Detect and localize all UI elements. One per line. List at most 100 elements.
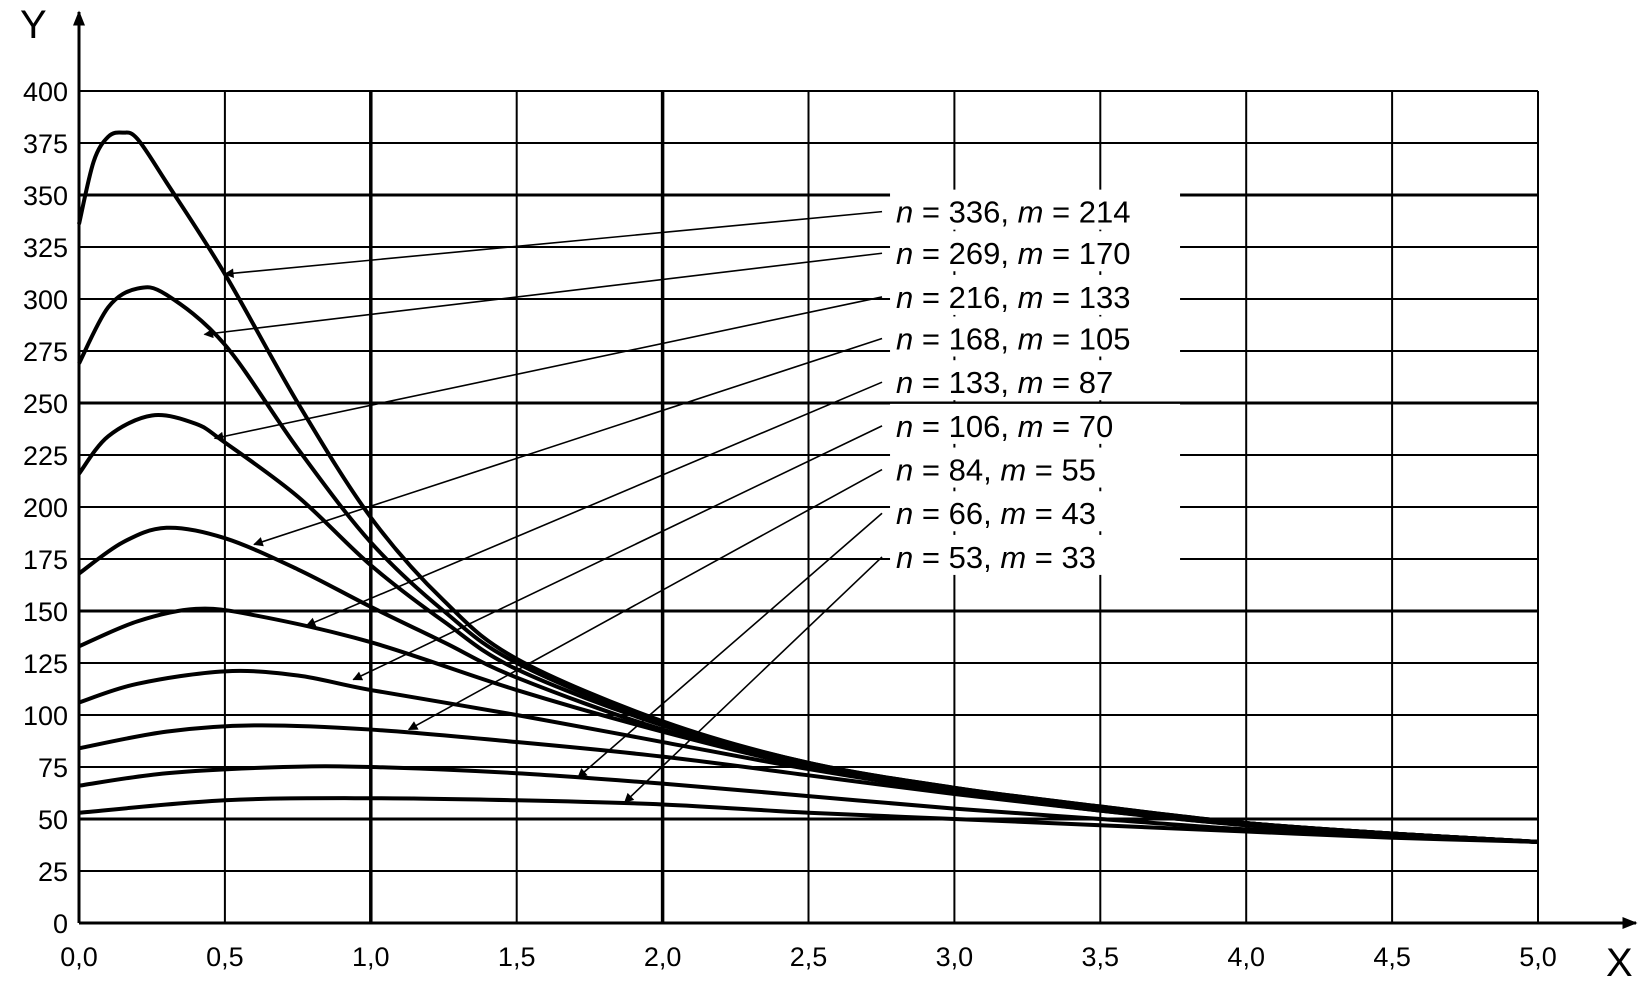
label-part: 269 [949, 236, 1001, 271]
label-part: = [913, 496, 948, 531]
label-part: n [896, 280, 913, 315]
series-curve-84 [78, 723, 1539, 844]
y-tick-label: 300 [23, 285, 68, 315]
label-part: = [913, 280, 948, 315]
y-tick-label: 175 [23, 545, 68, 575]
label-part: = [913, 365, 948, 400]
label-part: n [896, 322, 913, 357]
label-part: = [913, 322, 948, 357]
y-axis-label: Y [20, 3, 47, 47]
annotation-arrow [407, 468, 883, 731]
series-label: n = 336, m = 214 [896, 195, 1130, 230]
label-part: = [1043, 280, 1078, 315]
tick-labels: 0 25 50 75 100 125 150 175 200 225 250 275 300 325 350… [23, 77, 1557, 972]
annotation-arrow [223, 210, 883, 279]
x-tick-label: 4,5 [1373, 942, 1411, 972]
label-part: 87 [1079, 365, 1113, 400]
label-part: m [1000, 453, 1026, 488]
series-label: n = 269, m = 170 [896, 236, 1130, 271]
annotation-arrow [213, 296, 883, 442]
x-tick-label: 1,5 [498, 942, 536, 972]
label-part: n [896, 195, 913, 230]
y-tick-label: 250 [23, 389, 68, 419]
x-axis-label: X [1606, 941, 1633, 985]
x-tick-label: 4,0 [1227, 942, 1265, 972]
label-part: = [1026, 453, 1061, 488]
series-label: n = 216, m = 133 [896, 280, 1130, 315]
label-background [890, 316, 1181, 357]
y-tick-label: 275 [23, 337, 68, 367]
label-background [890, 534, 1181, 575]
label-part: 216 [949, 280, 1001, 315]
y-tick-label: 375 [23, 129, 68, 159]
series-label: n = 106, m = 70 [896, 409, 1113, 444]
label-background [890, 360, 1181, 401]
label-part: , [983, 453, 1000, 488]
label-part: n [896, 453, 913, 488]
y-tick-label: 350 [23, 181, 68, 211]
label-part: n [896, 540, 913, 575]
annotation-arrow [352, 425, 883, 681]
label-part: = [1026, 540, 1061, 575]
y-tick-label: 0 [53, 909, 68, 939]
label-part: m [1018, 236, 1044, 271]
label-part: n [896, 496, 913, 531]
label-part: m [1000, 496, 1026, 531]
label-part: = [913, 540, 948, 575]
series-label: n = 66, m = 43 [896, 496, 1096, 531]
label-part: , [1000, 365, 1017, 400]
annotation-arrow [623, 556, 883, 804]
label-part: , [983, 496, 1000, 531]
annotation-arrow [305, 381, 883, 627]
label-part: 84 [949, 453, 983, 488]
x-tick-label: 3,0 [936, 942, 974, 972]
label-background [890, 274, 1181, 315]
series-label: n = 168, m = 105 [896, 322, 1130, 357]
label-part: = [913, 195, 948, 230]
annotation-arrow [253, 337, 883, 547]
label-part: 133 [1079, 280, 1131, 315]
label-background [890, 189, 1181, 230]
label-part: n [896, 236, 913, 271]
label-part: , [1000, 236, 1017, 271]
label-part: = [1026, 496, 1061, 531]
label-part: = [1043, 236, 1078, 271]
label-part: 70 [1079, 409, 1113, 444]
label-part: , [1000, 195, 1017, 230]
curves [77, 130, 1539, 844]
label-part: = [913, 236, 948, 271]
y-tick-label: 100 [23, 701, 68, 731]
series-label: n = 133, m = 87 [896, 365, 1113, 400]
x-tick-label: 5,0 [1519, 942, 1557, 972]
y-tick-label: 50 [38, 805, 68, 835]
label-part: m [1018, 409, 1044, 444]
series-curve-53 [78, 796, 1539, 844]
label-part: 55 [1062, 453, 1096, 488]
label-part: = [1043, 195, 1078, 230]
label-part: 168 [949, 322, 1001, 357]
label-part: m [1018, 280, 1044, 315]
x-tick-label: 0,5 [206, 942, 244, 972]
y-tick-label: 400 [23, 77, 68, 107]
y-tick-label: 225 [23, 441, 68, 471]
label-part: 66 [949, 496, 983, 531]
x-tick-label: 0,0 [60, 942, 98, 972]
label-part: , [983, 540, 1000, 575]
series-curve-133 [78, 606, 1539, 844]
label-part: , [1000, 409, 1017, 444]
x-tick-label: 2,0 [644, 942, 682, 972]
y-tick-label: 75 [38, 753, 68, 783]
annotation-arrows [203, 210, 883, 804]
label-part: 43 [1062, 496, 1096, 531]
y-tick-label: 325 [23, 233, 68, 263]
x-tick-label: 1,0 [352, 942, 390, 972]
label-background [890, 403, 1181, 444]
annotation-arrow [203, 252, 883, 339]
label-part: 106 [949, 409, 1001, 444]
label-part: 133 [949, 365, 1001, 400]
label-part: n [896, 365, 913, 400]
label-background [890, 491, 1181, 532]
x-tick-label: 2,5 [790, 942, 828, 972]
